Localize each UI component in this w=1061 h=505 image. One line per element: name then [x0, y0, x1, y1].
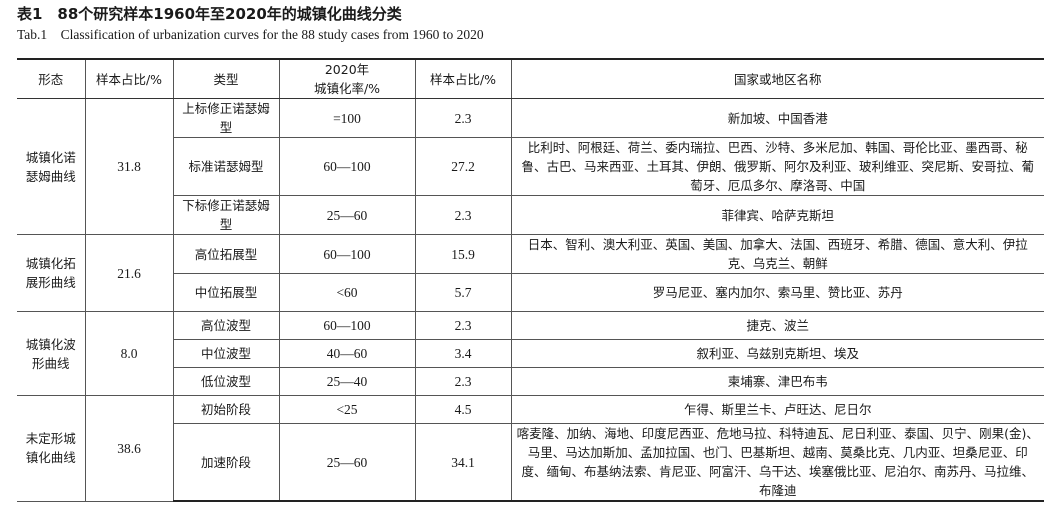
rate-cell: =100 [278, 98, 416, 138]
rate-cell: 60—100 [278, 311, 416, 340]
share-cell: 4.5 [414, 395, 512, 424]
rate-cell: 40—60 [278, 339, 416, 368]
type-cell: 高位波型 [172, 311, 280, 340]
type-cell: 下标修正诺瑟姆型 [173, 195, 280, 235]
countries-cell: 日本、智利、澳大利亚、英国、美国、加拿大、法国、西班牙、希腊、德国、意大利、伊拉… [510, 234, 1044, 274]
countries-cell: 捷克、波兰 [510, 311, 1044, 340]
table-title-cn: 表1 88个研究样本1960年至2020年的城镇化曲线分类 [17, 5, 402, 23]
rate-cell: <60 [278, 273, 416, 312]
table-row: 中位波型 40—60 3.4 叙利亚、乌兹别克斯坦、埃及 [17, 339, 1044, 368]
rate-cell: 25—60 [278, 195, 416, 235]
form-cell: 未定形城镇化曲线 [17, 395, 86, 502]
header-rate-line2: 城镇化率/% [313, 81, 381, 96]
form-share-cell: 21.6 [84, 234, 174, 312]
table-row: 加速阶段 25—60 34.1 喀麦隆、加纳、海地、印度尼西亚、危地马拉、科特迪… [17, 423, 1044, 502]
table-title-en: Tab.1 Classification of urbanization cur… [17, 27, 484, 42]
table-row: 城镇化诺瑟姆曲线 31.8 上标修正诺瑟姆型 =100 2.3 新加坡、中国香港 [17, 98, 1044, 235]
table-row: 中位拓展型 <60 5.7 罗马尼亚、塞内加尔、索马里、赞比亚、苏丹 [17, 273, 1044, 312]
type-cell: 高位拓展型 [172, 234, 280, 274]
countries-cell: 柬埔寨、津巴布韦 [510, 367, 1044, 396]
form-share-cell: 31.8 [84, 98, 174, 235]
header-share-1: 样本占比/% [84, 58, 174, 99]
rate-cell: 60—100 [278, 234, 416, 274]
header-share-2: 样本占比/% [414, 58, 512, 99]
type-cell: 中位拓展型 [173, 273, 280, 312]
form-cell: 城镇化诺瑟姆曲线 [17, 98, 86, 235]
countries-cell: 菲律宾、哈萨克斯坦 [510, 195, 1044, 235]
type-cell: 低位波型 [173, 367, 280, 396]
countries-cell: 喀麦隆、加纳、海地、印度尼西亚、危地马拉、科特迪瓦、尼日利亚、泰国、贝宁、刚果(… [510, 423, 1044, 502]
rate-cell: 25—60 [278, 423, 416, 502]
share-cell: 15.9 [414, 234, 512, 274]
share-cell: 3.4 [414, 339, 512, 368]
rate-cell: 25—40 [278, 367, 416, 396]
table-row: 低位波型 25—40 2.3 柬埔寨、津巴布韦 [17, 367, 1044, 396]
form-share-cell: 38.6 [84, 395, 174, 502]
share-cell: 2.3 [414, 98, 512, 138]
form-cell: 城镇化波形曲线 [17, 311, 86, 396]
share-cell: 34.1 [414, 423, 512, 502]
header-rate-line1: 2020年 [324, 62, 370, 77]
table-row: 未定形城镇化曲线 38.6 初始阶段 <25 4.5 乍得、斯里兰卡、卢旺达、尼… [17, 395, 1044, 502]
header-form: 形态 [17, 58, 86, 99]
share-cell: 2.3 [414, 195, 512, 235]
type-cell: 初始阶段 [172, 395, 280, 424]
type-cell: 中位波型 [173, 339, 280, 368]
table-row: 城镇化拓展形曲线 21.6 高位拓展型 60—100 15.9 日本、智利、澳大… [17, 234, 1044, 312]
type-cell: 标准诺瑟姆型 [173, 137, 280, 196]
countries-cell: 新加坡、中国香港 [510, 98, 1044, 138]
countries-cell: 比利时、阿根廷、荷兰、委内瑞拉、巴西、沙特、多米尼加、韩国、哥伦比亚、墨西哥、秘… [510, 137, 1044, 196]
share-cell: 5.7 [414, 273, 512, 312]
share-cell: 2.3 [414, 311, 512, 340]
table-row: 下标修正诺瑟姆型 25—60 2.3 菲律宾、哈萨克斯坦 [17, 195, 1044, 235]
countries-cell: 罗马尼亚、塞内加尔、索马里、赞比亚、苏丹 [510, 273, 1044, 312]
countries-cell: 乍得、斯里兰卡、卢旺达、尼日尔 [510, 395, 1044, 424]
header-row: 形态 样本占比/% 类型 2020年 城镇化率/% 样本占比/% 国家或地区名称 [17, 58, 1044, 99]
type-cell: 加速阶段 [173, 423, 280, 502]
type-cell: 上标修正诺瑟姆型 [172, 98, 280, 138]
countries-cell: 叙利亚、乌兹别克斯坦、埃及 [510, 339, 1044, 368]
share-cell: 27.2 [414, 137, 512, 196]
rate-cell: <25 [278, 395, 416, 424]
table-row: 城镇化波形曲线 8.0 高位波型 60—100 2.3 捷克、波兰 [17, 311, 1044, 396]
share-cell: 2.3 [414, 367, 512, 396]
form-cell: 城镇化拓展形曲线 [17, 234, 86, 312]
classification-table: 形态 样本占比/% 类型 2020年 城镇化率/% 样本占比/% 国家或地区名称… [17, 58, 1044, 502]
header-type: 类型 [172, 58, 280, 99]
header-countries: 国家或地区名称 [510, 58, 1044, 99]
rate-cell: 60—100 [278, 137, 416, 196]
header-rate: 2020年 城镇化率/% [278, 58, 416, 99]
form-share-cell: 8.0 [84, 311, 174, 396]
